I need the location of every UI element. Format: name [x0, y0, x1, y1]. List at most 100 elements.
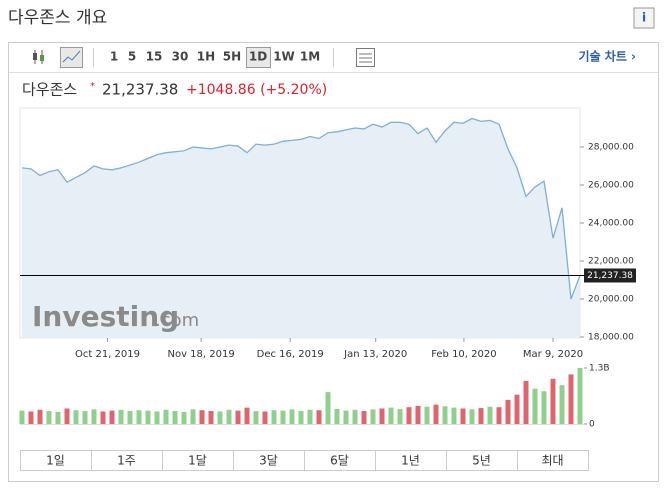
- volume-bar: [82, 411, 88, 424]
- range-label[interactable]: 5년: [472, 454, 491, 468]
- volume-bar: [532, 388, 538, 424]
- y-tick-label: 20,000.00: [588, 295, 634, 305]
- volume-bar: [343, 410, 349, 424]
- range-label[interactable]: 1년: [401, 454, 420, 468]
- volume-bar: [307, 409, 313, 424]
- volume-bar: [406, 407, 412, 424]
- info-icon[interactable]: i: [642, 11, 646, 25]
- volume-bar: [127, 411, 133, 424]
- volume-bar: [361, 411, 367, 424]
- line-icon-selected[interactable]: [60, 47, 83, 68]
- volume-bar: [190, 409, 196, 424]
- range-label[interactable]: 1주: [117, 454, 136, 468]
- volume-bar: [514, 394, 520, 424]
- interval-button[interactable]: 1H: [197, 50, 215, 64]
- y-tick-label: 24,000.00: [588, 219, 634, 229]
- volume-bar: [370, 409, 376, 424]
- volume-bar: [460, 408, 466, 424]
- volume-bar: [577, 368, 583, 424]
- watermark-brand: Investing: [32, 300, 179, 333]
- volume-bar: [505, 399, 511, 424]
- volume-bar: [64, 408, 70, 424]
- interval-button[interactable]: 5H: [223, 50, 241, 64]
- x-tick-label: Dec 16, 2019: [257, 349, 324, 360]
- advanced-chart-link[interactable]: 기술 차트 ›: [579, 49, 637, 64]
- last-price-box: [584, 268, 636, 283]
- volume-bar: [523, 380, 529, 424]
- area-fill: [22, 118, 580, 338]
- interval-button[interactable]: 30: [172, 50, 189, 64]
- range-label[interactable]: 1일: [46, 454, 65, 468]
- volume-bar: [334, 408, 340, 424]
- volume-bar: [109, 410, 115, 424]
- y-tick-label: 22,000.00: [588, 257, 634, 267]
- volume-bar: [568, 374, 574, 424]
- volume-bar: [73, 410, 79, 424]
- last-price-label: 21,237.38: [587, 271, 633, 281]
- volume-bar: [478, 408, 484, 424]
- volume-bar: [550, 378, 556, 424]
- volume-bar: [181, 411, 187, 424]
- range-label[interactable]: 최대: [541, 454, 563, 468]
- volume-bar: [163, 409, 169, 424]
- y-tick-label: 18,000.00: [588, 333, 634, 343]
- volume-bar: [244, 407, 250, 424]
- volume-bar: [316, 410, 322, 424]
- x-tick-label: Mar 9, 2020: [523, 349, 583, 360]
- info-button[interactable]: [633, 7, 655, 29]
- x-tick-label: Oct 21, 2019: [75, 349, 140, 360]
- volume-bar: [289, 409, 295, 424]
- volume-bar: [28, 411, 34, 424]
- volume-bar: [271, 410, 277, 424]
- volume-bar: [262, 411, 268, 424]
- x-tick-label: Jan 13, 2020: [343, 349, 407, 360]
- volume-bar: [415, 405, 421, 424]
- interval-button[interactable]: 1W: [273, 50, 295, 64]
- volume-bar: [235, 410, 241, 424]
- interval-button[interactable]: 1D: [249, 50, 267, 64]
- volume-bar: [559, 385, 565, 424]
- volume-bar: [118, 409, 124, 424]
- volume-bar: [352, 409, 358, 424]
- interval-button[interactable]: 15: [146, 50, 163, 64]
- quote-last: 21,237.38: [102, 81, 178, 99]
- range-button[interactable]: [517, 450, 589, 471]
- interval-button[interactable]: 5: [128, 50, 136, 64]
- volume-bar: [136, 410, 142, 424]
- volume-bar: [100, 411, 106, 424]
- volume-bar: [433, 404, 439, 424]
- range-label[interactable]: 3달: [259, 454, 278, 468]
- volume-bar: [487, 406, 493, 424]
- range-label[interactable]: 1달: [188, 454, 207, 468]
- volume-bar: [217, 411, 223, 424]
- volume-bar: [208, 411, 214, 424]
- y-tick-label: 0: [589, 420, 595, 430]
- volume-bar: [451, 407, 457, 424]
- volume-bar: [37, 409, 43, 424]
- volume-bar: [46, 411, 52, 424]
- interval-button[interactable]: 1M: [300, 50, 320, 64]
- volume-bar: [496, 407, 502, 424]
- volume-bar: [154, 411, 160, 424]
- volume-bar: [253, 411, 259, 424]
- page-title: 다우존스 개요: [8, 8, 107, 28]
- y-tick-label: 26,000.00: [588, 181, 634, 191]
- x-tick-label: Feb 10, 2020: [431, 349, 496, 360]
- candle-icon[interactable]: [33, 50, 44, 64]
- quote-change: +1048.86 (+5.20%): [186, 82, 327, 98]
- volume-bar: [226, 409, 232, 424]
- volume-bar: [145, 410, 151, 424]
- volume-bar: [298, 411, 304, 424]
- volume-bar: [469, 409, 475, 424]
- quote-star: *: [90, 81, 95, 92]
- price-line: [21, 117, 581, 300]
- volume-bar: [424, 406, 430, 424]
- volume-bar: [199, 410, 205, 424]
- volume-bar: [172, 411, 178, 424]
- interval-button[interactable]: 1: [110, 50, 118, 64]
- watermark-suffix: .com: [155, 310, 199, 331]
- range-label[interactable]: 6달: [330, 454, 349, 468]
- x-tick-label: Nov 18, 2019: [167, 349, 234, 360]
- quote-name: 다우존스: [22, 81, 77, 99]
